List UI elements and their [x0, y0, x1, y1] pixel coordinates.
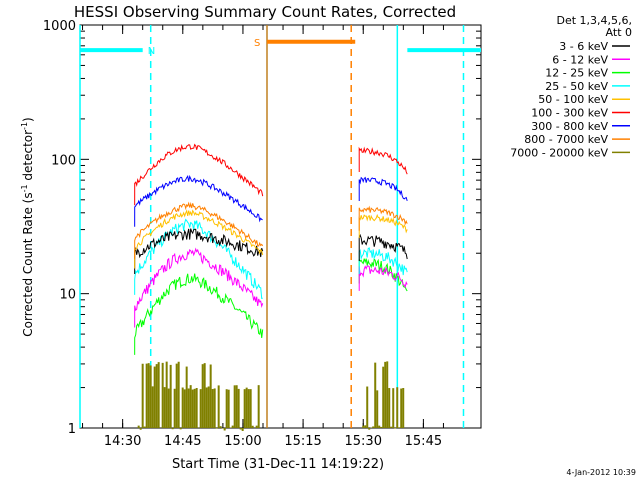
- legend-label: 25 - 50 keV: [545, 80, 608, 93]
- legend-header-line-1: Det 1,3,4,5,6,: [556, 14, 632, 27]
- flag-label: N: [148, 46, 155, 57]
- legend-label: 3 - 6 keV: [559, 40, 608, 53]
- chart-title: HESSI Observing Summary Count Rates, Cor…: [74, 3, 456, 21]
- y-axis-label: Corrected Count Rate (s-1 detector-1): [20, 117, 35, 336]
- x-axis-label: Start Time (31-Dec-11 14:19:22): [172, 457, 384, 472]
- flag-label: S: [254, 38, 260, 49]
- series-line: [358, 258, 408, 292]
- footer-timestamp: 4-Jan-2012 10:39: [566, 468, 636, 477]
- legend-label: 100 - 300 keV: [531, 107, 608, 120]
- series-line: [358, 233, 408, 262]
- x-tick-label: 15:00: [224, 434, 261, 449]
- x-tick-label: 15:45: [405, 434, 442, 449]
- y-tick-label: 1: [68, 422, 76, 437]
- legend-label: 6 - 12 keV: [552, 53, 608, 66]
- series-5: [134, 143, 408, 206]
- x-tick-label: 14:45: [164, 434, 201, 449]
- legend-header-line-2: Att 0: [606, 26, 632, 39]
- series-8: [137, 361, 405, 431]
- series-line: [358, 265, 408, 291]
- series-line: [134, 174, 263, 227]
- legend-label: 12 - 25 keV: [545, 67, 608, 80]
- series-4: [134, 209, 408, 269]
- plot-frame: [79, 24, 482, 429]
- legend-label: 7000 - 20000 keV: [510, 146, 608, 159]
- x-tick-label: 15:30: [345, 434, 382, 449]
- series-6: [134, 174, 408, 227]
- series-1: [134, 247, 408, 328]
- legend-label: 800 - 7000 keV: [524, 133, 608, 146]
- series-line: [358, 176, 408, 202]
- series-line: [358, 146, 408, 175]
- series-line: [134, 209, 264, 269]
- series-line: [134, 201, 264, 259]
- legend-label: 50 - 100 keV: [538, 93, 608, 106]
- y-tick-label: 10: [59, 288, 76, 303]
- series-line: [358, 247, 408, 276]
- series-7: [134, 201, 408, 259]
- series-0: [134, 228, 408, 275]
- series-line: [134, 228, 264, 275]
- series-line: [358, 213, 408, 239]
- y-tick-label: 100: [51, 153, 76, 168]
- legend-label: 300 - 800 keV: [531, 120, 608, 133]
- y-tick-label: 1000: [43, 19, 76, 34]
- series-2: [134, 258, 408, 355]
- series-line: [134, 273, 264, 355]
- series-line: [134, 247, 264, 328]
- series-line: [134, 143, 264, 206]
- series-line: [358, 205, 408, 231]
- x-tick-label: 14:30: [104, 434, 141, 449]
- x-tick-label: 15:15: [284, 434, 321, 449]
